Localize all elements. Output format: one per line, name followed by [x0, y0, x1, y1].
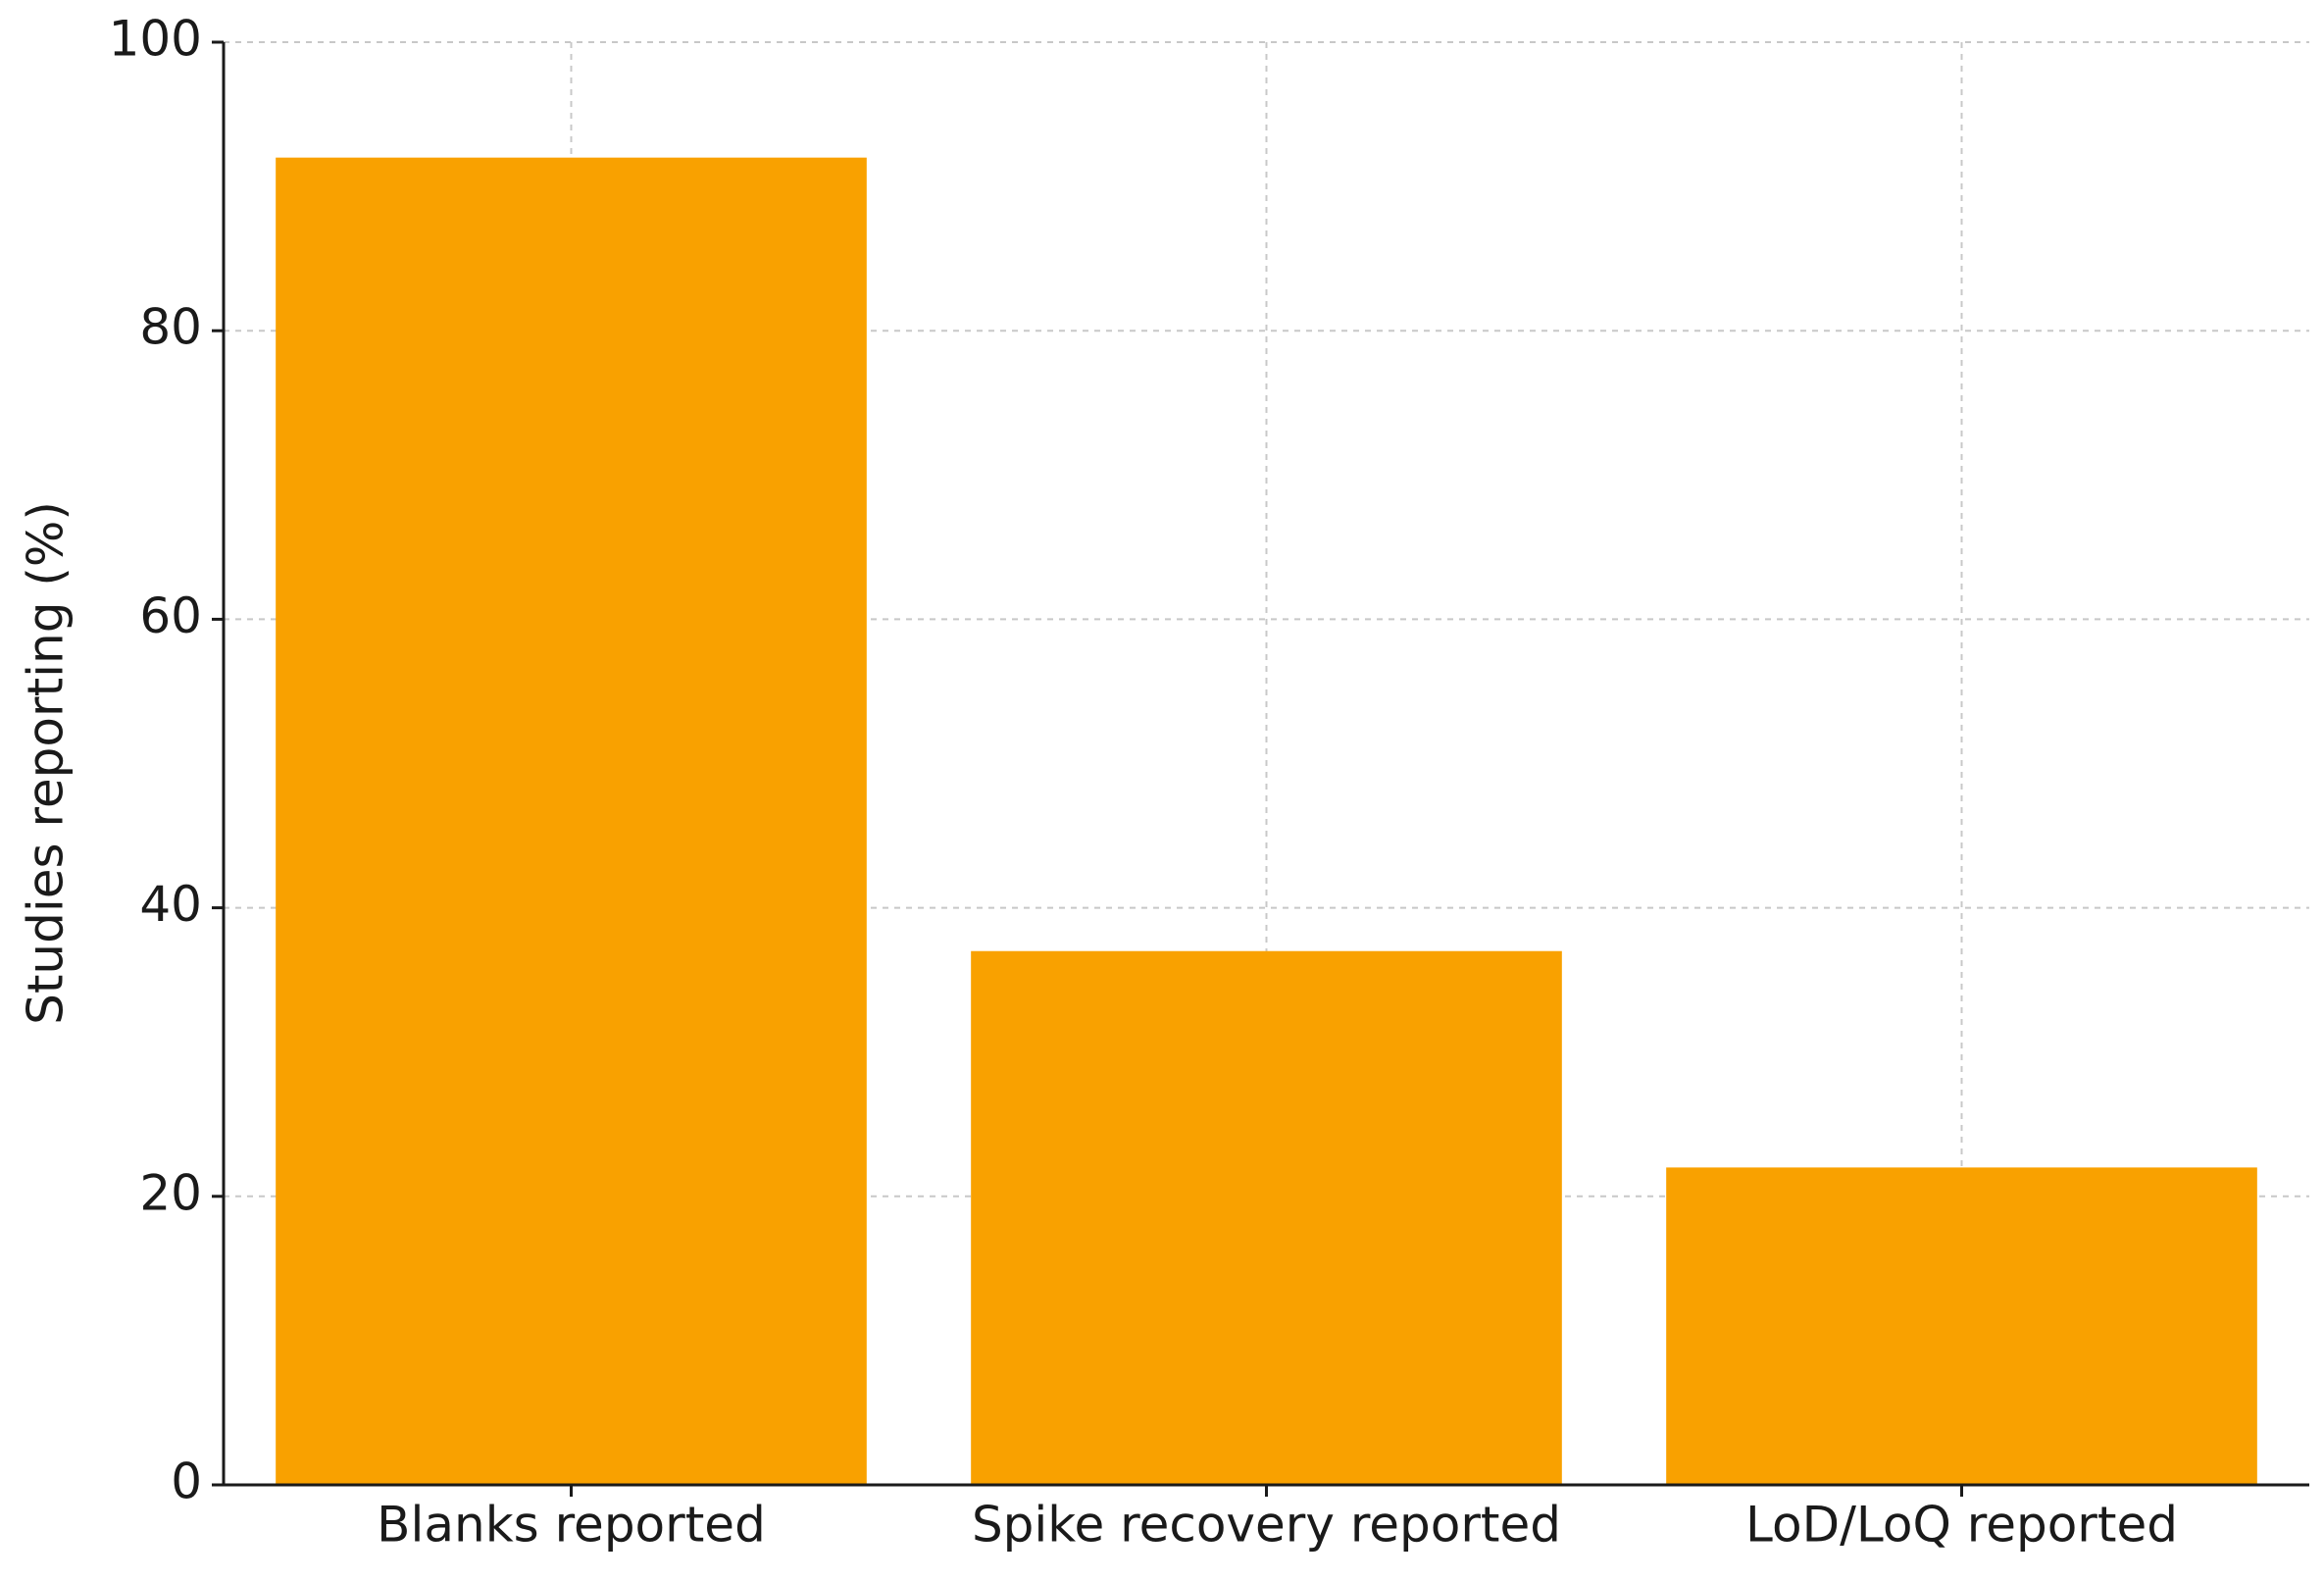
bar	[971, 950, 1562, 1485]
x-tick-label: Spike recovery reported	[972, 1497, 1561, 1554]
y-tick-label: 0	[171, 1454, 202, 1510]
x-tick-label: Blanks reported	[377, 1497, 766, 1554]
bar	[1666, 1167, 2257, 1485]
bar	[276, 157, 867, 1486]
y-tick-label: 80	[139, 299, 202, 356]
y-axis-label: Studies reporting (%)	[18, 501, 75, 1025]
y-tick-label: 40	[139, 876, 202, 933]
x-tick-label: LoD/LoQ reported	[1745, 1497, 2178, 1554]
y-tick-label: 100	[109, 11, 202, 68]
y-tick-label: 60	[139, 587, 202, 644]
y-tick-label: 20	[139, 1164, 202, 1221]
